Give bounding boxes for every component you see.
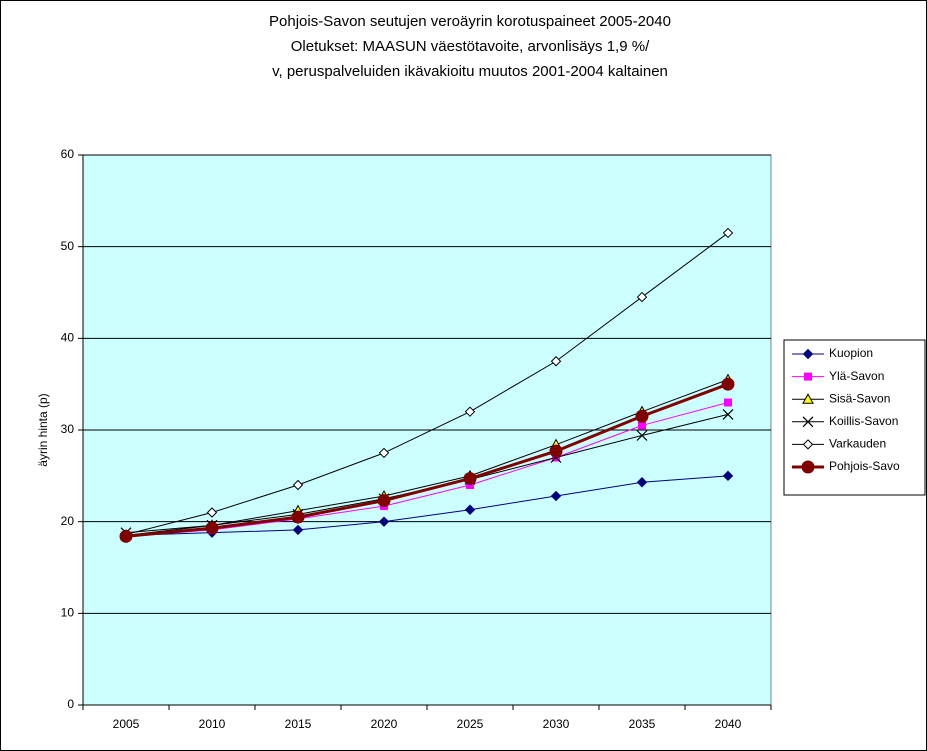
marker: [378, 447, 390, 459]
marker: [464, 406, 476, 417]
marker: [636, 430, 648, 441]
marker: [464, 504, 476, 515]
y-tick-label: 60: [61, 147, 75, 161]
x-tick-label: 2030: [543, 717, 570, 731]
chart-title: Pohjois-Savon seutujen veroäyrin korotus…: [269, 13, 671, 30]
marker: [724, 398, 732, 407]
marker: [638, 421, 646, 430]
marker: [119, 529, 133, 543]
legend-label: Kuopion: [829, 346, 873, 360]
marker: [802, 393, 814, 404]
marker: [636, 291, 648, 303]
chart-title: v, peruspalveluiden ikävakioitu muutos 2…: [272, 63, 668, 80]
marker: [463, 472, 477, 486]
marker: [291, 510, 305, 524]
marker: [804, 372, 812, 381]
y-tick-label: 0: [67, 697, 74, 711]
marker: [635, 409, 649, 423]
marker: [801, 460, 815, 474]
legend-label: Varkauden: [829, 437, 886, 451]
series-line: [125, 232, 729, 535]
marker: [802, 348, 814, 360]
marker: [636, 477, 648, 488]
series-line: [125, 382, 729, 538]
x-tick-label: 2040: [715, 717, 742, 731]
series-line: [125, 475, 729, 536]
marker: [205, 521, 219, 535]
marker: [549, 444, 563, 458]
marker: [206, 507, 218, 518]
y-tick-label: 20: [61, 514, 75, 528]
y-axis-label: äyrin hinta (p): [36, 393, 50, 466]
x-tick-label: 2010: [199, 717, 226, 731]
marker: [292, 524, 304, 536]
y-tick-label: 10: [61, 606, 75, 620]
marker: [550, 490, 562, 502]
marker: [722, 227, 734, 239]
y-tick-label: 40: [61, 331, 75, 345]
marker: [550, 356, 562, 367]
marker: [377, 494, 391, 508]
marker: [378, 516, 390, 527]
chart-title: Oletukset: MAASUN väestötavoite, arvonli…: [291, 38, 650, 55]
y-tick-label: 50: [61, 239, 75, 253]
marker: [721, 377, 735, 391]
series-line: [125, 379, 729, 536]
x-tick-label: 2025: [457, 717, 484, 731]
marker: [292, 479, 304, 491]
legend-label: Koillis-Savon: [829, 414, 898, 428]
x-tick-label: 2020: [371, 717, 398, 731]
x-tick-label: 2035: [629, 717, 656, 731]
marker: [722, 470, 734, 482]
legend-label: Ylä-Savon: [829, 369, 884, 383]
marker: [802, 439, 814, 450]
legend-label: Sisä-Savon: [829, 391, 890, 405]
legend-label: Pohjois-Savo: [829, 459, 900, 473]
marker: [802, 416, 814, 428]
x-tick-label: 2015: [285, 717, 312, 731]
y-tick-label: 30: [61, 422, 75, 436]
series-line: [125, 402, 729, 537]
x-tick-label: 2005: [113, 717, 140, 731]
marker: [722, 408, 734, 420]
